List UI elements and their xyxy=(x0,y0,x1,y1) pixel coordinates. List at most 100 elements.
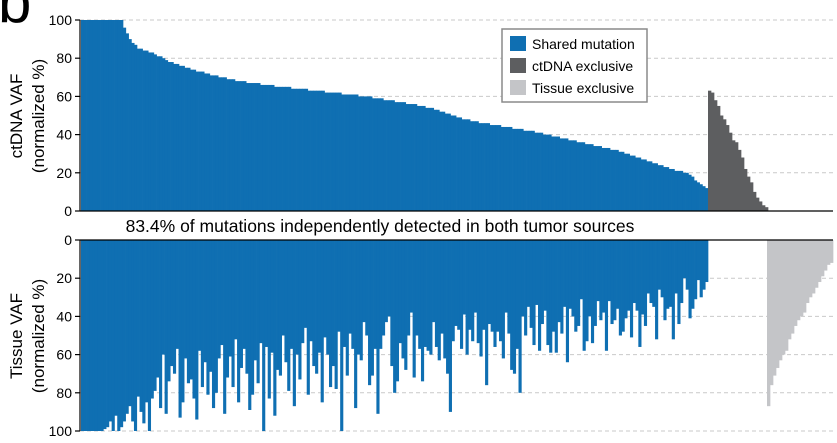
bar-shared-tissue xyxy=(159,240,163,409)
bar-shared-tissue xyxy=(404,240,408,370)
bar-shared-ctdna xyxy=(167,62,171,211)
bar-shared-tissue xyxy=(356,240,361,355)
bar-shared-tissue xyxy=(607,240,611,302)
bar-shared-tissue xyxy=(420,240,425,382)
bar-ctdna-exclusive xyxy=(759,201,763,211)
bar-shared-ctdna xyxy=(475,121,479,211)
bar-shared-ctdna xyxy=(526,130,530,211)
bar-shared-ctdna xyxy=(512,128,516,211)
bar-shared-ctdna xyxy=(344,94,348,211)
bar-shared-tissue xyxy=(214,240,218,393)
bar-ctdna-exclusive xyxy=(729,132,733,211)
bar-shared-ctdna xyxy=(380,98,384,211)
bar-shared-ctdna xyxy=(106,20,110,211)
bar-shared-ctdna xyxy=(629,155,633,211)
bar-shared-ctdna xyxy=(316,90,320,211)
bar-ctdna-exclusive xyxy=(741,157,745,211)
bar-tissue-exclusive xyxy=(770,240,774,386)
bar-shared-ctdna xyxy=(223,77,227,211)
bar-shared-tissue xyxy=(538,240,542,351)
bar-shared-tissue xyxy=(471,240,475,342)
bar-ctdna-exclusive xyxy=(726,125,730,211)
bar-shared-tissue xyxy=(242,240,246,349)
bar-shared-tissue xyxy=(688,240,692,319)
bar-shared-tissue xyxy=(393,240,397,393)
bar-shared-tissue xyxy=(273,240,277,416)
bar-shared-ctdna xyxy=(296,88,300,211)
bar-shared-ctdna xyxy=(251,83,255,211)
bar-shared-ctdna xyxy=(621,151,625,211)
bar-shared-tissue xyxy=(281,240,285,336)
bar-shared-tissue xyxy=(568,240,572,309)
bar-shared-ctdna xyxy=(117,20,121,211)
bar-shared-ctdna xyxy=(570,140,574,211)
bar-shared-ctdna xyxy=(397,102,401,211)
bar-tissue-exclusive xyxy=(797,240,801,321)
bar-shared-ctdna xyxy=(439,111,443,211)
bar-shared-ctdna xyxy=(209,75,213,211)
bar-shared-tissue xyxy=(415,240,419,336)
bar-shared-ctdna xyxy=(601,147,605,211)
bar-shared-tissue xyxy=(295,240,299,355)
bar-shared-tissue xyxy=(705,240,709,283)
bar-ctdna-exclusive xyxy=(717,105,721,211)
bar-shared-ctdna xyxy=(450,115,454,211)
bar-shared-tissue xyxy=(379,240,383,349)
bar-shared-tissue xyxy=(649,240,653,304)
bar-shared-ctdna xyxy=(304,88,309,211)
bar-shared-tissue xyxy=(407,240,411,336)
bar-shared-ctdna xyxy=(652,163,656,211)
bar-ctdna-exclusive xyxy=(756,197,760,211)
bar-shared-ctdna xyxy=(363,96,367,211)
bar-shared-tissue xyxy=(253,240,257,361)
bar-shared-tissue xyxy=(565,240,570,363)
bar-shared-tissue xyxy=(593,240,597,326)
bar-shared-tissue xyxy=(161,240,165,355)
bar-shared-tissue xyxy=(270,240,274,353)
bar-shared-ctdna xyxy=(254,83,258,211)
bar-shared-ctdna xyxy=(282,86,286,211)
bar-shared-ctdna xyxy=(341,94,345,211)
bar-shared-ctdna xyxy=(668,168,672,211)
bar-shared-tissue xyxy=(418,240,422,349)
bar-shared-tissue xyxy=(228,240,232,357)
top-panel: 0 20 40 60 80 100 ctDNA VAF (normalized %) Sh… xyxy=(7,12,833,219)
bar-shared-ctdna xyxy=(142,50,146,212)
bar-ctdna-exclusive xyxy=(738,149,742,211)
bar-shared-tissue xyxy=(462,240,466,315)
bar-shared-tissue xyxy=(702,240,706,290)
bar-shared-tissue xyxy=(412,240,416,378)
bar-shared-tissue xyxy=(524,240,528,336)
bottom-bars xyxy=(81,240,834,431)
bar-tissue-exclusive xyxy=(815,240,819,288)
bar-shared-tissue xyxy=(468,240,472,330)
bar-shared-tissue xyxy=(106,240,110,428)
bar-shared-tissue xyxy=(175,240,179,349)
bar-shared-tissue xyxy=(368,240,372,386)
bar-shared-ctdna xyxy=(358,96,362,211)
bar-ctdna-exclusive xyxy=(765,207,769,211)
bar-shared-ctdna xyxy=(405,104,409,211)
bar-shared-tissue xyxy=(487,240,491,325)
bar-shared-ctdna xyxy=(654,163,658,211)
bar-shared-ctdna xyxy=(290,88,295,211)
bar-tissue-exclusive xyxy=(779,240,783,361)
bar-ctdna-exclusive xyxy=(744,168,748,211)
bar-shared-ctdna xyxy=(81,20,85,211)
bar-shared-ctdna xyxy=(517,128,521,211)
bar-tissue-exclusive xyxy=(782,240,786,355)
bar-shared-tissue xyxy=(604,240,609,351)
bar-shared-tissue xyxy=(340,240,344,431)
bar-shared-tissue xyxy=(195,240,199,420)
bar-shared-tissue xyxy=(440,240,444,334)
bar-tissue-exclusive xyxy=(767,240,771,407)
bar-shared-tissue xyxy=(317,240,322,353)
bar-shared-ctdna xyxy=(114,20,118,211)
bar-shared-tissue xyxy=(646,240,650,294)
bar-shared-ctdna xyxy=(702,186,706,211)
bar-shared-tissue xyxy=(381,240,386,336)
bar-shared-tissue xyxy=(493,240,497,347)
bar-shared-tissue xyxy=(312,240,316,367)
bar-shared-ctdna xyxy=(234,81,239,212)
bar-tissue-exclusive xyxy=(794,240,798,326)
